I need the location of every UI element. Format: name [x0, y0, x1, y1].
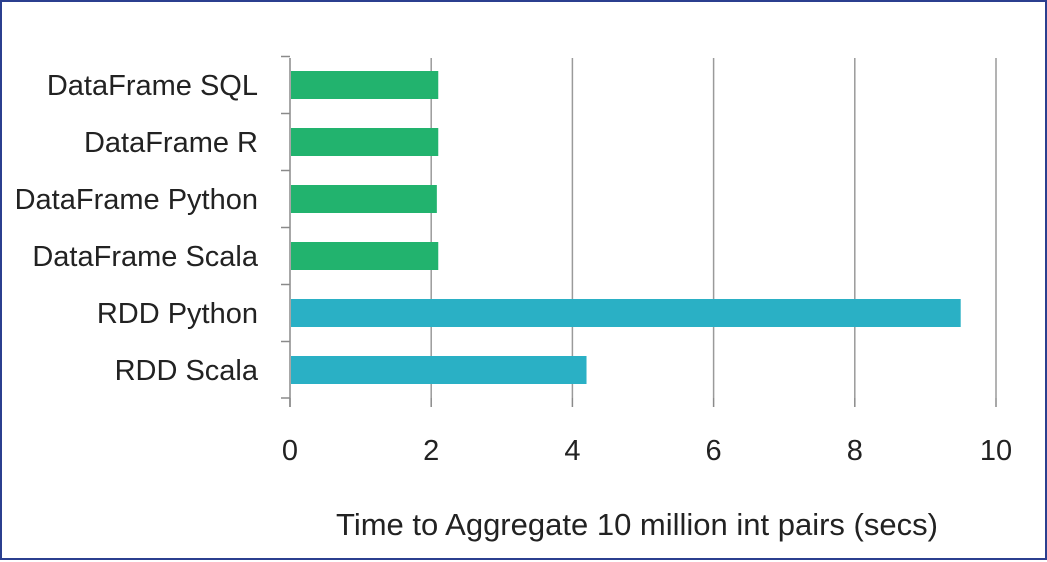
- category-label: DataFrame R: [84, 127, 258, 159]
- x-tick-label: 6: [706, 435, 722, 467]
- bar-rdd-scala: [291, 356, 587, 384]
- x-axis-title: Time to Aggregate 10 million int pairs (…: [336, 507, 938, 542]
- category-label: RDD Scala: [115, 355, 259, 387]
- labels: 0 2 4 6 8 10 DataFrame SQL DataFrame R DataFrame…: [15, 70, 1013, 467]
- x-tick-label: 0: [282, 435, 298, 467]
- grid-lines: [430, 58, 997, 398]
- category-label: DataFrame SQL: [47, 70, 258, 102]
- x-tick-label: 10: [980, 435, 1012, 467]
- bar-dataframe-python: [291, 185, 437, 213]
- bar-dataframe-scala: [291, 242, 439, 270]
- axes: [281, 55, 997, 407]
- bar-dataframe-sql: [291, 71, 439, 99]
- category-label: DataFrame Scala: [32, 241, 259, 273]
- category-label: DataFrame Python: [15, 184, 258, 216]
- bar-rdd-python: [291, 299, 961, 327]
- x-tick-label: 4: [564, 435, 580, 467]
- category-label: RDD Python: [97, 298, 258, 330]
- bar-dataframe-r: [291, 128, 439, 156]
- bars: [291, 71, 961, 384]
- x-tick-label: 8: [847, 435, 863, 467]
- x-tick-label: 2: [423, 435, 439, 467]
